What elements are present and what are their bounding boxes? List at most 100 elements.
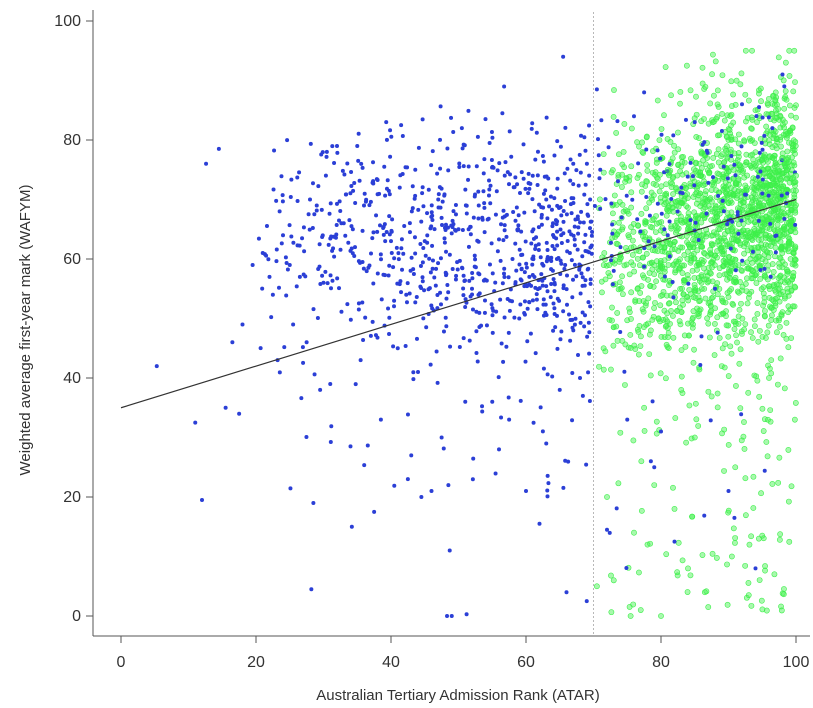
- scatter-point: [735, 289, 742, 296]
- scatter-point: [483, 298, 488, 303]
- scatter-point: [671, 142, 677, 149]
- scatter-point: [731, 326, 738, 333]
- scatter-point: [467, 338, 472, 343]
- scatter-point: [708, 240, 715, 247]
- scatter-point: [615, 179, 620, 184]
- scatter-point: [661, 268, 668, 275]
- scatter-point: [453, 228, 458, 233]
- scatter-point: [650, 399, 655, 404]
- scatter-point: [439, 435, 444, 440]
- x-tick-label: 80: [652, 654, 670, 671]
- scatter-point: [586, 370, 591, 375]
- scatter-point: [368, 333, 373, 338]
- scatter-point: [533, 351, 538, 356]
- scatter-point: [786, 102, 793, 109]
- scatter-point: [683, 62, 690, 69]
- scatter-point: [400, 267, 405, 272]
- scatter-point: [762, 335, 769, 341]
- scatter-point: [476, 292, 481, 297]
- scatter-point: [778, 244, 785, 251]
- scatter-point: [691, 346, 697, 353]
- scatter-point: [779, 170, 786, 177]
- scatter-point: [328, 201, 333, 206]
- scatter-point: [779, 309, 786, 316]
- scatter-point: [507, 129, 512, 134]
- scatter-point: [312, 372, 317, 377]
- scatter-point: [619, 273, 625, 280]
- scatter-point: [678, 309, 685, 315]
- scatter-point: [545, 473, 550, 478]
- scatter-point: [308, 197, 312, 202]
- scatter-point: [295, 199, 300, 204]
- scatter-point: [410, 184, 415, 189]
- scatter-point: [154, 364, 159, 369]
- scatter-point: [386, 306, 391, 311]
- scatter-point: [649, 169, 656, 176]
- scatter-point: [769, 182, 775, 189]
- scatter-point: [374, 213, 379, 218]
- y-tick-label: 0: [72, 608, 81, 625]
- scatter-point: [792, 79, 798, 86]
- scatter-point: [483, 117, 488, 122]
- scatter-point: [328, 286, 333, 291]
- scatter-point: [516, 227, 521, 232]
- scatter-point: [761, 182, 768, 189]
- scatter-point: [666, 172, 672, 179]
- scatter-point: [445, 282, 450, 287]
- scatter-point: [755, 236, 762, 243]
- scatter-point: [696, 261, 703, 268]
- scatter-point: [530, 173, 535, 178]
- scatter-point: [594, 87, 599, 92]
- scatter-point: [767, 243, 774, 250]
- scatter-point: [398, 173, 403, 178]
- scatter-point: [436, 197, 441, 202]
- scatter-point: [739, 144, 744, 149]
- scatter-point: [672, 415, 679, 421]
- scatter-point: [360, 228, 365, 233]
- scatter-point: [552, 306, 557, 311]
- scatter-point: [528, 331, 533, 336]
- scatter-point: [576, 225, 581, 230]
- scatter-point: [724, 210, 731, 217]
- scatter-point: [704, 279, 711, 286]
- scatter-point: [476, 189, 481, 194]
- scatter-point: [547, 204, 552, 209]
- scatter-point: [786, 179, 793, 186]
- scatter-point: [718, 311, 725, 318]
- scatter-point: [349, 169, 354, 174]
- scatter-point: [656, 267, 663, 274]
- scatter-point: [363, 315, 368, 320]
- scatter-point: [456, 227, 461, 232]
- scatter-point: [555, 176, 560, 181]
- scatter-point: [711, 175, 716, 180]
- scatter-point: [647, 282, 654, 289]
- scatter-point: [509, 154, 514, 159]
- scatter-point: [750, 249, 755, 254]
- y-tick-label: 20: [63, 489, 81, 506]
- scatter-point: [782, 93, 789, 100]
- scatter-point: [288, 194, 293, 199]
- scatter-point: [758, 241, 765, 248]
- scatter-point: [481, 189, 486, 194]
- scatter-point: [583, 182, 588, 187]
- scatter-point: [779, 205, 786, 212]
- scatter-point: [786, 73, 793, 79]
- scatter-point: [353, 245, 358, 250]
- scatter-point: [783, 319, 790, 326]
- scatter-point: [793, 187, 799, 194]
- scatter-point: [728, 199, 735, 206]
- scatter-point: [742, 512, 749, 519]
- scatter-point: [423, 253, 428, 258]
- scatter-point: [745, 389, 752, 396]
- scatter-point: [506, 330, 511, 335]
- scatter-point: [466, 244, 471, 249]
- scatter-point: [575, 247, 580, 252]
- scatter-point: [619, 226, 625, 233]
- scatter-point: [749, 151, 756, 158]
- scatter-point: [719, 110, 726, 117]
- scatter-point: [712, 58, 719, 65]
- scatter-point: [675, 129, 681, 136]
- scatter-point: [713, 151, 720, 157]
- scatter-point: [271, 187, 276, 192]
- scatter-point: [554, 313, 559, 318]
